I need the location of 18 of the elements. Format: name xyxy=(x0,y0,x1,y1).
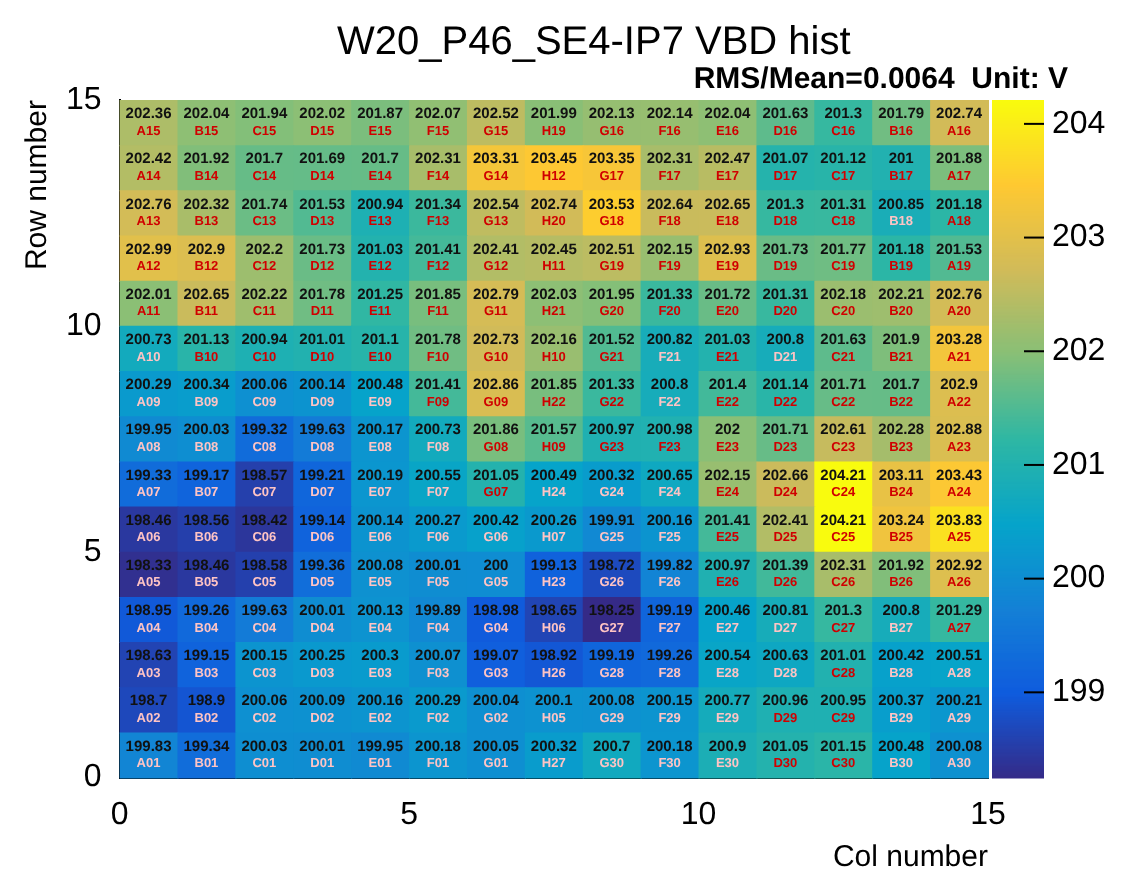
x-tick-label: 15 xyxy=(970,797,1006,832)
text: RMS/Mean=0.0064 Unit: V xyxy=(693,62,1068,96)
y-tick-label: 0 xyxy=(83,760,102,795)
color-bar-label: 203 xyxy=(1052,220,1106,255)
x-tick-label: 10 xyxy=(680,797,717,832)
x-axis-title: Col number xyxy=(832,840,988,875)
x-tick-label: 0 xyxy=(110,797,129,832)
color-bar-label: 201 xyxy=(1052,447,1106,482)
color-bar-label: 202 xyxy=(1052,334,1106,369)
x-tick-label: 5 xyxy=(400,797,419,832)
y-tick-label: 10 xyxy=(66,308,102,343)
chart-title: W20_P46_SE4-IP7 VBD hist xyxy=(337,20,852,64)
y-tick-label: 5 xyxy=(83,534,102,569)
y-axis-title: Row number xyxy=(20,100,55,271)
color-bar-label: 204 xyxy=(1052,106,1106,141)
color-bar-label: 200 xyxy=(1052,561,1106,596)
y-tick-label: 15 xyxy=(66,82,102,117)
color-bar-label: 199 xyxy=(1052,675,1106,710)
